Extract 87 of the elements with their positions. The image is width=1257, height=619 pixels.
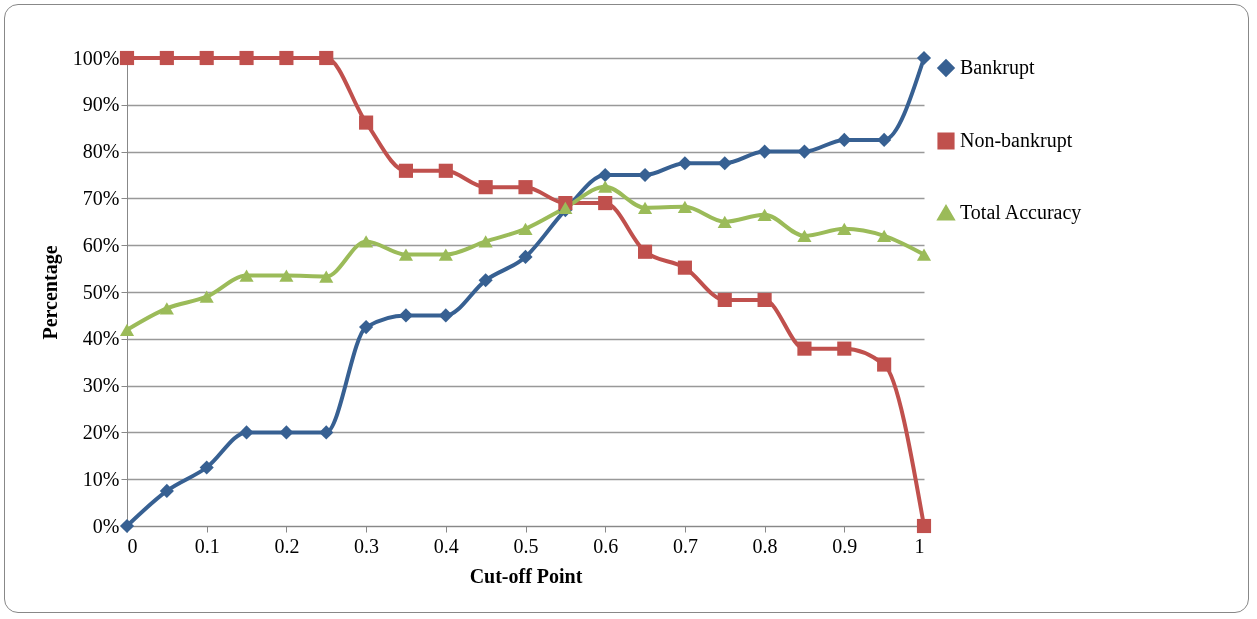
point xyxy=(558,201,573,214)
point xyxy=(199,460,214,475)
point xyxy=(677,260,692,275)
point xyxy=(598,196,613,211)
point xyxy=(239,50,254,66)
point xyxy=(279,50,294,66)
point xyxy=(916,518,932,534)
y-tick-label: 20% xyxy=(82,420,120,443)
y-tick-label: 70% xyxy=(82,186,120,209)
point xyxy=(757,208,772,221)
x-tick-label: 0.5 xyxy=(513,534,539,557)
x-tick-label: 0.1 xyxy=(194,534,220,557)
x-tick-label: 0.2 xyxy=(274,534,300,557)
point xyxy=(438,248,453,261)
y-tick-label: 0% xyxy=(92,514,120,537)
point xyxy=(199,290,214,303)
point xyxy=(637,201,653,214)
y-tick-label: 10% xyxy=(82,467,120,490)
point xyxy=(518,180,533,195)
point xyxy=(199,50,214,66)
point xyxy=(877,132,892,147)
point xyxy=(319,270,334,283)
point xyxy=(837,222,852,235)
x-tick-label: 0.4 xyxy=(433,534,459,557)
y-tick-label: 100% xyxy=(72,46,120,69)
point xyxy=(279,425,294,440)
point xyxy=(916,50,932,66)
point xyxy=(677,156,692,171)
point xyxy=(677,200,692,213)
point xyxy=(717,292,732,308)
point xyxy=(398,163,414,178)
point xyxy=(478,180,493,195)
point xyxy=(478,273,493,288)
point xyxy=(159,302,174,315)
point xyxy=(757,292,772,308)
point xyxy=(877,357,892,372)
point xyxy=(797,229,812,242)
x-tick-label: 1 xyxy=(914,534,925,557)
y-tick-label: 40% xyxy=(82,327,120,350)
y-tick-label: 30% xyxy=(82,374,120,397)
x-tick-label: 0.6 xyxy=(593,534,619,557)
point xyxy=(518,249,533,264)
y-tick-label: 90% xyxy=(82,93,120,116)
x-tick-label: 0.7 xyxy=(672,534,698,557)
legend-label: Total Accuracy xyxy=(960,201,1082,224)
point xyxy=(239,425,254,440)
point xyxy=(438,163,453,178)
legend-label: Non-bankrupt xyxy=(960,129,1073,152)
point xyxy=(518,222,533,235)
point xyxy=(398,308,414,323)
x-tick-label: 0.9 xyxy=(832,534,858,557)
x-tick-label: 0 xyxy=(127,534,138,557)
y-axis-title: Percentage xyxy=(38,245,62,340)
point xyxy=(717,215,732,228)
point xyxy=(757,144,772,159)
y-tick-label: 60% xyxy=(82,233,120,256)
point xyxy=(916,248,932,261)
point xyxy=(119,518,135,534)
point xyxy=(837,341,852,356)
point xyxy=(359,320,374,335)
point xyxy=(717,156,732,171)
point xyxy=(279,269,294,282)
y-tick-label: 50% xyxy=(82,280,120,303)
x-tick-label: 0.3 xyxy=(354,534,380,557)
point xyxy=(797,144,812,159)
point xyxy=(598,180,613,193)
point xyxy=(598,167,613,183)
point xyxy=(239,269,254,282)
point xyxy=(837,132,852,147)
point xyxy=(119,323,135,337)
point xyxy=(319,50,334,66)
point xyxy=(438,308,453,323)
point xyxy=(398,248,414,261)
x-axis-title: Cut-off Point xyxy=(469,564,583,587)
point xyxy=(159,50,174,66)
point xyxy=(877,229,892,242)
y-tick-label: 80% xyxy=(82,140,120,163)
point xyxy=(359,235,374,248)
point xyxy=(119,50,135,66)
point xyxy=(359,115,374,130)
point xyxy=(319,425,334,440)
point xyxy=(637,244,653,259)
point xyxy=(478,235,493,248)
point xyxy=(159,483,174,498)
point xyxy=(797,341,812,356)
x-tick-label: 0.8 xyxy=(752,534,778,557)
legend-label: Bankrupt xyxy=(960,56,1035,79)
